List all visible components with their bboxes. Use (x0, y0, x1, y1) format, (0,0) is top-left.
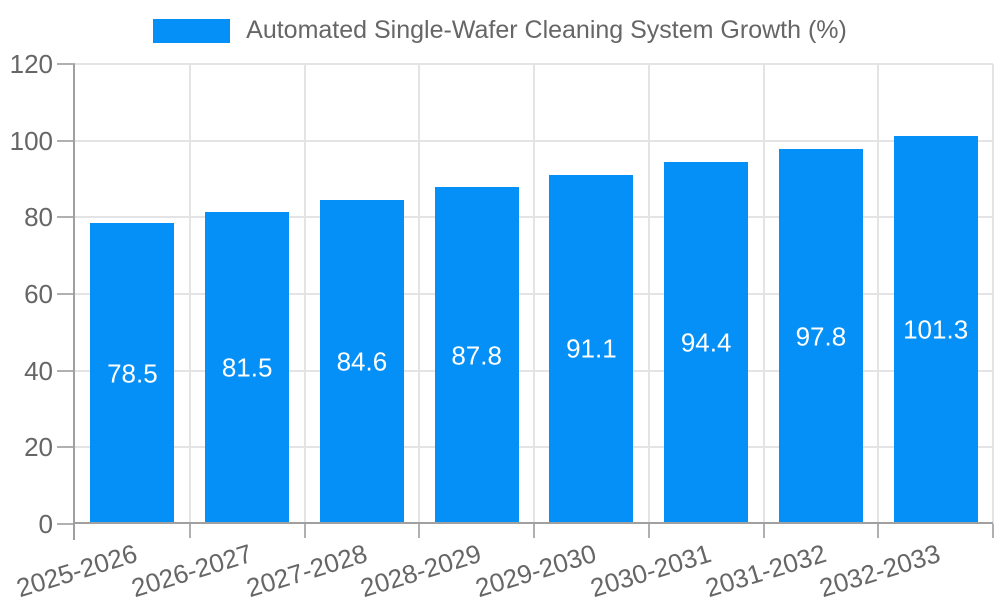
bar-value-label: 101.3 (903, 314, 969, 345)
bar[interactable] (205, 211, 290, 524)
bar[interactable] (778, 149, 863, 524)
x-gridline (188, 64, 191, 524)
y-tick-label: 40 (24, 355, 53, 386)
x-gridline (303, 64, 306, 524)
bar-value-label: 87.8 (451, 340, 502, 371)
x-gridline (877, 64, 880, 524)
y-axis-tick (57, 139, 75, 142)
y-axis-line (73, 64, 75, 540)
bar-value-label: 84.6 (336, 346, 388, 377)
x-axis-tick (533, 524, 535, 538)
bar-value-label: 91.1 (566, 333, 617, 364)
y-axis-tick (57, 293, 75, 295)
bar-value-label: 81.5 (221, 352, 273, 383)
x-tick-label: 2032-2033 (816, 538, 944, 600)
y-tick-label: 0 (38, 509, 53, 539)
bar[interactable] (319, 199, 404, 524)
x-tick-label: 2029-2030 (471, 538, 600, 600)
bar[interactable] (90, 223, 175, 524)
x-axis-tick (877, 524, 880, 538)
y-axis-tick (57, 369, 75, 372)
y-tick-label: 100 (9, 125, 53, 156)
legend-label: Automated Single-Wafer Cleaning System G… (246, 16, 847, 44)
chart-legend[interactable]: Automated Single-Wafer Cleaning System G… (0, 18, 1000, 43)
y-tick-label: 60 (24, 279, 53, 309)
bar-value-label: 78.5 (107, 358, 158, 389)
y-axis-tick (57, 216, 75, 219)
y-axis-tick (57, 63, 75, 65)
bar[interactable] (549, 174, 634, 524)
x-tick-label: 2026-2027 (127, 538, 256, 600)
bar[interactable] (434, 187, 519, 524)
x-axis-tick (647, 524, 650, 538)
bar[interactable] (664, 162, 749, 524)
y-axis-tick (57, 446, 75, 449)
bar-value-label: 94.4 (680, 327, 732, 358)
x-tick-label: 2028-2029 (357, 538, 485, 600)
legend-swatch (153, 18, 231, 43)
x-axis-tick (303, 524, 306, 538)
x-axis-tick (188, 524, 191, 538)
x-gridline (418, 64, 421, 524)
x-tick-label: 2027-2028 (242, 538, 371, 600)
x-tick-label: 2031-2032 (701, 538, 830, 600)
x-axis-line (73, 522, 993, 524)
x-axis-tick (762, 524, 765, 538)
bar-value-label: 97.8 (795, 321, 847, 352)
x-tick-label: 2030-2031 (586, 538, 715, 600)
x-gridline (647, 64, 650, 524)
x-gridline (762, 64, 765, 524)
y-tick-label: 20 (24, 432, 53, 463)
x-axis-tick (418, 524, 421, 538)
y-tick-label: 120 (9, 49, 53, 79)
y-tick-label: 80 (24, 202, 53, 233)
plot-area: 0 20 40 60 80 100 120 78.5 2025-2026 81.5 2026-202… (10, 51, 994, 600)
bar[interactable] (893, 135, 978, 524)
x-tick-label: 2025-2026 (12, 538, 141, 600)
y-axis-tick (57, 523, 75, 525)
x-gridline (533, 64, 535, 524)
x-gridline (992, 64, 994, 524)
x-axis-tick (992, 524, 994, 538)
